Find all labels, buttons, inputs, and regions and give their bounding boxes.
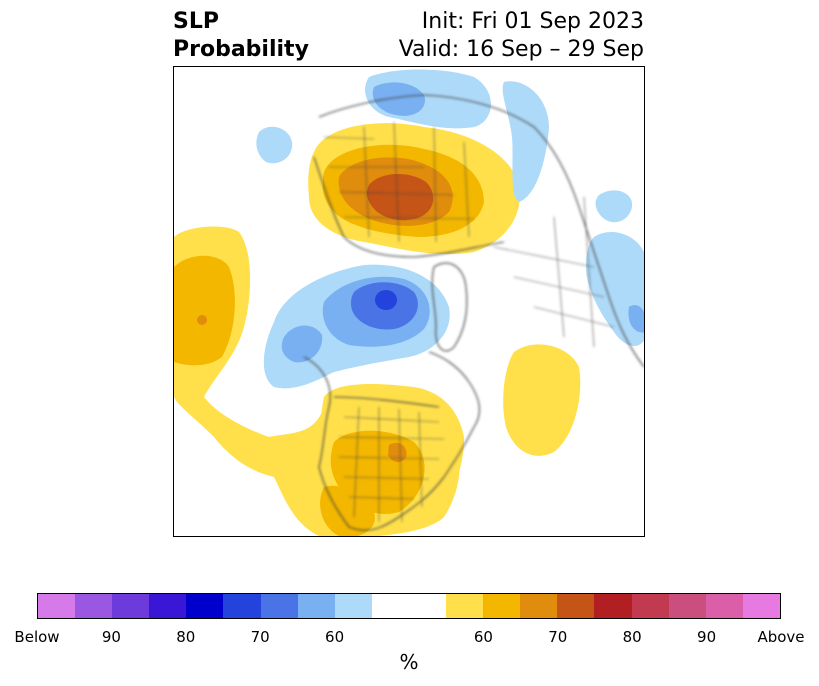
colorbar-segment	[260, 594, 298, 618]
colorbar-segment	[520, 594, 558, 618]
valid-range: Valid: 16 Sep – 29 Sep	[398, 37, 644, 62]
colorbar-tick-label: 60	[473, 628, 493, 646]
atlantic-60	[503, 344, 581, 456]
colorbar-tick-label: Below	[14, 628, 60, 646]
colorbar-segment	[38, 594, 76, 618]
colorbar-segment	[446, 594, 484, 618]
east-siberia-60	[595, 190, 633, 223]
colorbar-tick-label: 90	[101, 628, 121, 646]
europe-borders	[323, 121, 475, 243]
colorbar-tick-label: 60	[325, 628, 345, 646]
colorbar-tick-label: 90	[697, 628, 717, 646]
colorbar-segment	[112, 594, 150, 618]
colorbar-tick-label: 70	[250, 628, 270, 646]
europe-asia-above	[308, 123, 520, 255]
colorbar-tick-label: 80	[176, 628, 196, 646]
greenland-coast	[431, 262, 468, 352]
colorbar-segment	[594, 594, 632, 618]
arctic-90	[375, 290, 397, 310]
scandinavia-60	[502, 81, 549, 202]
date-info: Init: Fri 01 Sep 2023 Valid: 16 Sep – 29…	[399, 8, 644, 64]
east-asia-70	[628, 305, 644, 333]
map-title: SLP Probability	[173, 8, 309, 64]
coastlines	[303, 94, 644, 531]
colorbar-segment	[75, 594, 113, 618]
north-pacific-70	[281, 325, 323, 363]
variable-subtitle: Probability	[173, 37, 309, 62]
probability-map	[174, 69, 644, 536]
colorbar-tick-label: 80	[622, 628, 642, 646]
above-normal-shading	[174, 226, 581, 536]
us-states-grid	[338, 406, 445, 523]
asia-borders	[493, 196, 615, 348]
colorbar-segment	[483, 594, 521, 618]
init-date: Init: Fri 01 Sep 2023	[421, 9, 644, 34]
colorbar	[37, 593, 781, 619]
plains-70b	[388, 442, 407, 463]
colorbar-segment	[223, 594, 261, 618]
colorbar-unit-label: %	[399, 650, 419, 674]
eurasia-coast	[318, 94, 644, 368]
colorbar-tick-label: 70	[548, 628, 568, 646]
variable-title: SLP	[173, 9, 219, 34]
colorbar-segment	[631, 594, 669, 618]
colorbar-segment	[149, 594, 187, 618]
colorbar-segment	[705, 594, 743, 618]
west-pacific-60	[256, 126, 293, 164]
below-normal-shading	[256, 69, 644, 389]
us-canada-border	[333, 396, 440, 408]
colorbar-segment	[371, 594, 447, 618]
colorbar-segment	[334, 594, 372, 618]
siberia-coast	[313, 156, 505, 258]
colorbar-segment	[186, 594, 224, 618]
colorbar-segment	[557, 594, 595, 618]
colorbar-tick-label: Above	[757, 628, 805, 646]
pacific-ridge-80	[197, 315, 207, 325]
north-atlantic-70	[372, 82, 425, 116]
colorbar-segment	[297, 594, 335, 618]
pacific-ridge-70	[174, 255, 235, 366]
us-southeast-70	[320, 485, 375, 536]
colorbar-segment	[742, 594, 780, 618]
north-america-coast	[303, 351, 480, 531]
colorbar-segment	[668, 594, 706, 618]
eurasia-90	[366, 174, 434, 221]
map-panel	[173, 66, 645, 537]
